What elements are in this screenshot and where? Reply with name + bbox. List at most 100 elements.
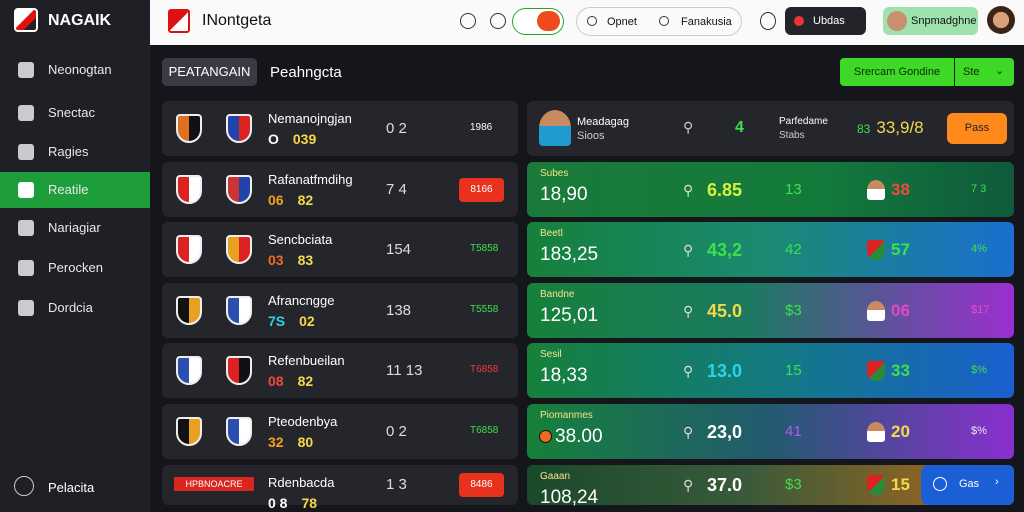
odds-b[interactable]: 13 — [785, 180, 802, 198]
odds-c[interactable]: 15 — [891, 475, 910, 494]
match-card[interactable]: Pteodenbya 32 80 0 2 T6858 — [162, 404, 518, 459]
score-a: 06 — [268, 192, 284, 208]
odds-d[interactable]: $17 — [971, 303, 990, 316]
match-card[interactable]: Nemanojngjan O 039 0 2 1986 — [162, 101, 518, 156]
nav-item[interactable]: Perocken — [0, 250, 150, 286]
pill-right[interactable]: Fanakusia — [681, 16, 732, 28]
user-pill[interactable]: Snpmadghne — [883, 7, 978, 35]
odds-b[interactable]: $3 — [785, 301, 802, 319]
nav-item[interactable]: Nariagiar — [0, 210, 150, 246]
value-a: 83 — [857, 122, 871, 136]
primary-action[interactable]: Srercam Gondine — [840, 58, 954, 86]
button-dot — [794, 16, 804, 26]
button-label: Ubdas — [813, 15, 845, 27]
odds-card[interactable]: Bandne 125,01 ⚲ 45.0 $3 06 $17 — [527, 283, 1014, 338]
odds-card[interactable]: Subes 18,90 ⚲ 6.85 13 38 7 3 — [527, 162, 1014, 217]
match-mid: 138 — [386, 301, 412, 319]
match-odds[interactable]: T5558 — [470, 303, 499, 315]
match-mid: 0 2 — [386, 422, 407, 440]
odds-c[interactable]: 33 — [891, 360, 910, 380]
odds-a[interactable]: 6.85 — [707, 179, 743, 200]
featured-card[interactable]: Meadagag Sioos ⚲ 4 Parfedame Stabs 83 33,9/8 Pas… — [527, 101, 1014, 156]
nav-label: Nariagiar — [48, 220, 101, 235]
odds-d[interactable]: 4% — [971, 242, 987, 255]
odds-c[interactable]: 38 — [891, 179, 910, 199]
nav-icon — [18, 220, 34, 236]
tab-active[interactable]: PEATANGAIN — [162, 58, 257, 86]
odds-b[interactable]: $3 — [785, 476, 802, 493]
icon-button[interactable] — [460, 13, 476, 29]
odds-card[interactable]: Piomanmes 38.00 ⚲ 23,0 41 20 $% — [527, 404, 1014, 459]
team-crest — [226, 417, 252, 446]
team-crest — [176, 235, 202, 264]
odds-b[interactable]: 41 — [785, 422, 802, 440]
team-crest — [226, 356, 252, 385]
score-b: 83 — [297, 252, 314, 268]
odds-label: Piomanmes — [540, 410, 593, 421]
match-odds[interactable]: T6858 — [470, 363, 499, 375]
nav-item[interactable]: Dordcia — [0, 290, 150, 326]
nav-item[interactable]: Neonogtan — [0, 52, 150, 88]
match-mid: 154 — [386, 240, 412, 258]
odds-c[interactable]: 06 — [891, 300, 910, 320]
score-b: 80 — [297, 434, 314, 450]
match-odds-button[interactable]: 8166 — [459, 177, 504, 202]
match-card[interactable]: Sencbciata 03 83 154 T5858 — [162, 222, 518, 277]
swap-icon: ⚲ — [683, 362, 694, 379]
user-avatar — [887, 11, 907, 31]
match-card[interactable]: Refenbueilan 08 82 11 13 T6858 — [162, 343, 518, 398]
odds-button[interactable]: Gas › — [921, 465, 1014, 505]
odds-label: Subes — [540, 168, 569, 179]
odds-a[interactable]: 23,0 — [707, 421, 743, 442]
odds-d[interactable]: $% — [971, 363, 987, 376]
score-b: 039 — [292, 131, 317, 147]
match-odds-button[interactable]: 8486 — [459, 473, 504, 497]
team-icon — [867, 421, 885, 442]
nav-label: Reatile — [48, 182, 89, 197]
user-name: Snpmadghne — [911, 15, 977, 27]
match-card[interactable]: Rafanatfmdihg 06 82 7 4 8166 — [162, 162, 518, 217]
nav-item[interactable]: Snectac — [0, 95, 150, 131]
match-card[interactable]: HPBNOACRE Rdenbacda 0 8 78 1 3 8486 — [162, 465, 518, 511]
odds-card[interactable]: Beetl 183,25 ⚲ 43,2 42 57 4% — [527, 222, 1014, 277]
avatar[interactable] — [987, 6, 1015, 34]
nav-label: Ragies — [48, 144, 89, 159]
sidebar: NAGAIK Neonogtan Snectac Ragies Reatile Naria… — [0, 0, 150, 512]
footer-label: Pelacita — [48, 480, 95, 495]
odds-card[interactable]: Gaaan 108,24 ⚲ 37.0 $3 15 Gas › — [527, 465, 1014, 508]
pill-left[interactable]: Opnet — [607, 16, 637, 28]
tab[interactable]: Peahngcta — [270, 64, 342, 81]
toggle[interactable] — [512, 8, 564, 35]
match-card[interactable]: Afrancngge 7S 02 138 T5558 — [162, 283, 518, 338]
secondary-action[interactable]: Ste ⌄ — [955, 58, 1014, 86]
swap-icon: ⚲ — [683, 119, 694, 135]
odds-c[interactable]: 57 — [891, 239, 910, 259]
odds-a[interactable]: 37.0 — [707, 475, 743, 495]
nav-label: Perocken — [48, 260, 103, 275]
odds-a[interactable]: 45.0 — [707, 300, 743, 321]
featured-value: 83 33,9/8 — [857, 118, 924, 138]
player-sub: Sioos — [577, 130, 605, 142]
nav-footer[interactable]: Pelacita — [0, 470, 150, 504]
header-button[interactable]: Ubdas — [785, 7, 866, 35]
featured-button[interactable]: Pass — [947, 113, 1007, 144]
odds-a[interactable]: 43,2 — [707, 239, 743, 260]
match-odds[interactable]: T6858 — [470, 424, 499, 436]
icon-button[interactable] — [760, 12, 776, 30]
odds-a[interactable]: 13.0 — [707, 360, 743, 381]
nav-item[interactable]: Ragies — [0, 134, 150, 170]
odds-d[interactable]: $% — [971, 424, 987, 437]
odds-c[interactable]: 20 — [891, 421, 910, 441]
odds-d[interactable]: 7 3 — [971, 182, 987, 195]
nav-item[interactable]: Reatile — [0, 172, 150, 208]
odds-b[interactable]: 42 — [785, 240, 802, 258]
match-score: 03 83 — [268, 252, 313, 268]
odds-value: 38.00 — [555, 426, 603, 447]
team-crest — [176, 356, 202, 385]
odds-card[interactable]: Sesil 18,33 ⚲ 13.0 15 33 $% — [527, 343, 1014, 398]
odds-b[interactable]: 15 — [785, 361, 802, 379]
odds-label: Beetl — [540, 228, 563, 239]
match-odds[interactable]: 1986 — [470, 121, 493, 133]
icon-button[interactable] — [490, 13, 506, 29]
match-odds[interactable]: T5858 — [470, 242, 499, 254]
